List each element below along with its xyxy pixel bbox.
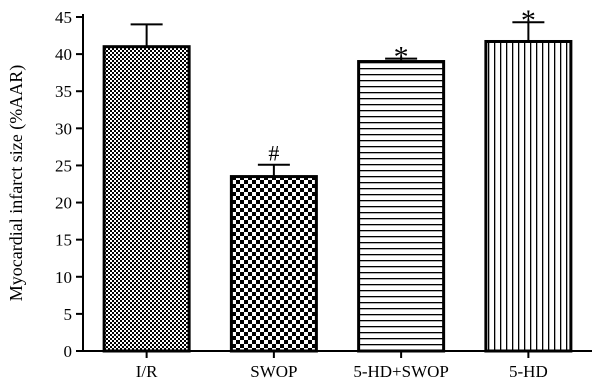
y-tick-label-35: 35 [55,82,72,101]
y-tick-label-15: 15 [55,231,72,250]
significance-marker-swop: # [268,141,279,166]
y-axis: 0 5 10 15 20 25 30 35 40 45 [55,8,84,361]
bar-5-hd-swop [357,60,446,353]
x-tick-label-5-hd: 5-HD [509,362,548,381]
y-tick-label-40: 40 [55,45,72,64]
significance-marker-5-hd: * [521,4,536,37]
y-axis-title-group: Myocardial infarct size (%AAR) [6,65,27,301]
significance-marker-5-hd-swop: * [394,41,409,74]
y-tick-label-20: 20 [55,194,72,213]
bars: # * * [102,4,573,353]
y-tick-label-25: 25 [55,156,72,175]
bar-i-r [102,45,191,353]
bar-5-hd [484,39,573,353]
y-tick-label-10: 10 [55,268,72,287]
y-tick-label-45: 45 [55,8,72,27]
y-axis-title: Myocardial infarct size (%AAR) [6,65,27,301]
y-tick-label-0: 0 [64,342,73,361]
bar-swop [229,175,318,353]
y-tick-label-5: 5 [64,305,73,324]
x-tick-label-swop: SWOP [250,362,297,381]
x-tick-label-i-r: I/R [136,362,158,381]
x-tick-label-5-hd-swop: 5-HD+SWOP [353,362,449,381]
y-tick-label-30: 30 [55,119,72,138]
x-axis: I/R SWOP 5-HD+SWOP 5-HD [82,350,592,381]
